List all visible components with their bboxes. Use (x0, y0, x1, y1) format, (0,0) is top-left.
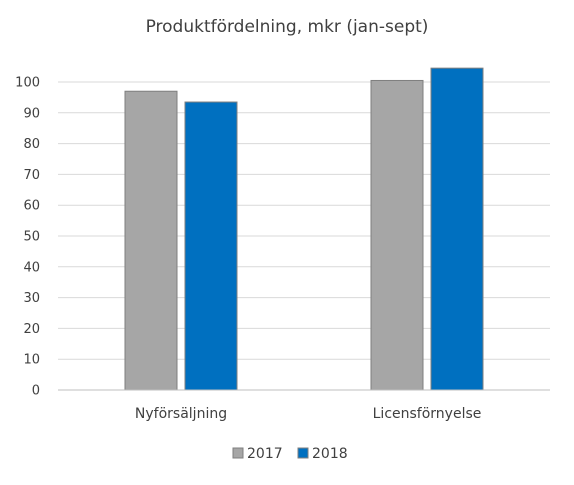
bar-2017-licensförnyelse (370, 79, 424, 391)
legend-swatch-2018 (297, 447, 309, 459)
y-tick-label: 80 (23, 137, 40, 152)
y-tick-label: 50 (23, 230, 40, 245)
y-tick-label: 70 (23, 168, 40, 183)
legend-swatch-2017 (232, 447, 244, 459)
y-tick-label: 0 (32, 384, 40, 399)
x-axis-labels: Nyförsäljning Licensförnyelse (135, 406, 481, 422)
legend-label-2017: 2017 (247, 446, 283, 462)
bar-2018-nyförsäljning (184, 101, 238, 391)
y-tick-label: 30 (23, 291, 40, 306)
bars (124, 67, 484, 391)
y-tick-label: 40 (23, 260, 40, 275)
x-category-label: Nyförsäljning (135, 406, 227, 422)
y-axis-ticks: 0 10 20 30 40 50 60 70 80 90 100 (15, 76, 40, 399)
x-category-label: Licensförnyelse (373, 406, 482, 422)
y-tick-label: 60 (23, 199, 40, 214)
y-tick-label: 20 (23, 322, 40, 337)
y-tick-label: 90 (23, 106, 40, 121)
chart-title: Produktfördelning, mkr (jan-sept) (146, 17, 429, 37)
bar-2017-nyförsäljning (124, 90, 178, 391)
legend-label-2018: 2018 (312, 446, 348, 462)
legend: 2017 2018 (232, 446, 348, 462)
y-tick-label: 10 (23, 353, 40, 368)
y-tick-label: 100 (15, 76, 40, 91)
bar-2018-licensförnyelse (430, 67, 484, 391)
